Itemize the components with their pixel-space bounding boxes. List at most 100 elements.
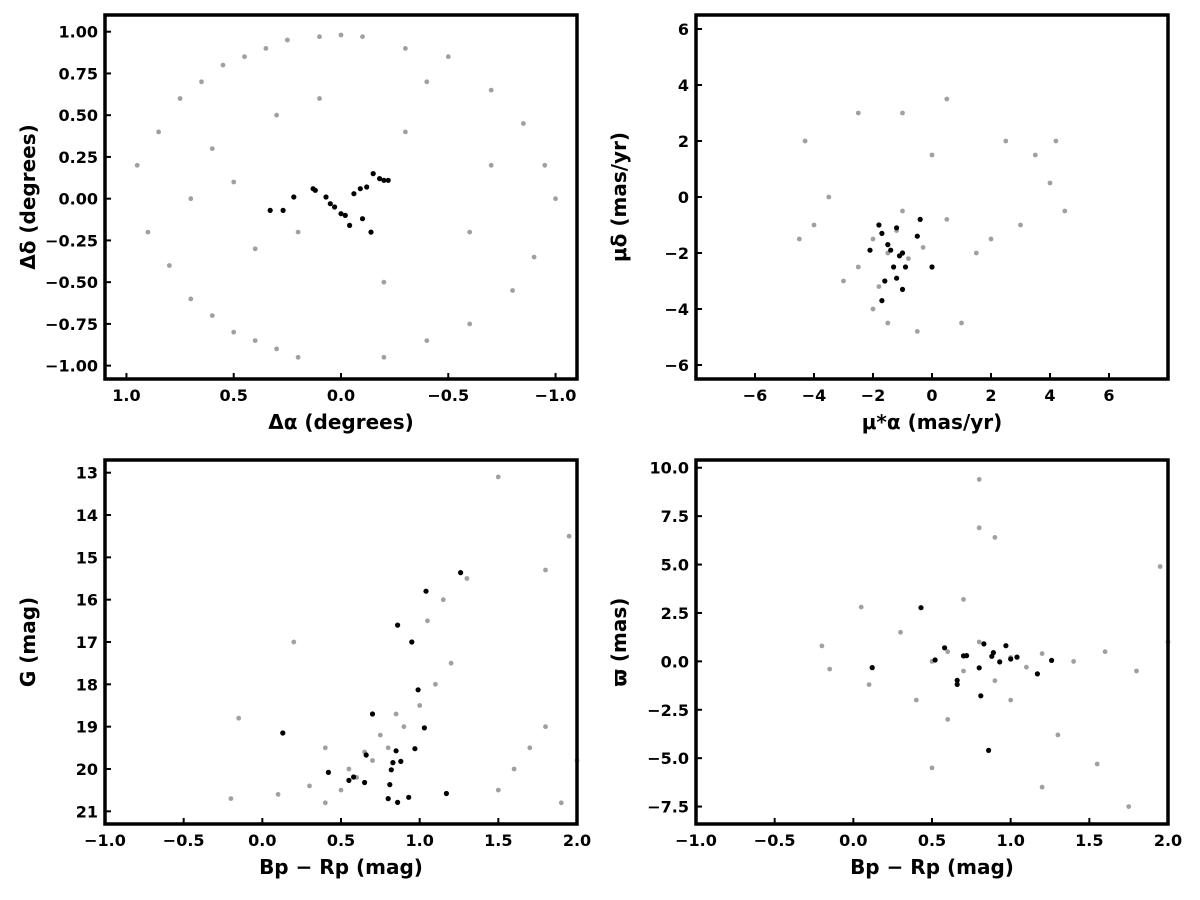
field-point	[802, 138, 808, 144]
member-point	[989, 653, 995, 659]
member-point	[342, 212, 348, 218]
x-tick-label: 0	[926, 386, 937, 405]
field-point	[870, 306, 876, 312]
field-point	[858, 604, 864, 610]
field-point	[876, 284, 882, 289]
member-point	[976, 665, 982, 671]
member-point	[894, 275, 900, 281]
field-point	[511, 766, 517, 772]
member-point	[867, 247, 873, 253]
member-point	[325, 769, 331, 776]
x-tick-label: −0.5	[754, 831, 796, 850]
field-point	[322, 745, 328, 751]
field-point	[338, 787, 344, 793]
member-point	[421, 725, 427, 731]
field-point	[495, 474, 501, 480]
y-tick-label: −0.25	[45, 231, 98, 250]
field-point	[346, 766, 352, 772]
field-point	[263, 46, 269, 51]
member-point	[332, 204, 338, 210]
member-point	[997, 659, 1003, 665]
member-point	[385, 177, 391, 183]
parallax-color-plot: −1.0 −0.5 0.0 0.5 1.0 1.5 2.0 10.0 7.5 5.0 2.5 0.0 −…	[607, 458, 1182, 879]
member-point	[888, 247, 894, 253]
field-point	[209, 146, 215, 152]
member-point	[917, 216, 923, 222]
member-point	[280, 730, 286, 736]
field-point	[464, 576, 470, 581]
x-axis-label: Bp − Rp (mag)	[850, 855, 1014, 879]
field-point	[231, 329, 237, 335]
y-tick-label: −0.75	[45, 315, 98, 334]
field-point	[944, 96, 950, 102]
field-point	[944, 217, 950, 222]
field-point	[945, 717, 951, 722]
field-point	[1024, 664, 1029, 670]
member-point	[398, 758, 404, 765]
field-point	[1102, 649, 1108, 655]
field-point	[495, 787, 501, 793]
field-point	[242, 54, 247, 60]
x-axis-label: Δα (degrees)	[268, 410, 414, 434]
y-tick-label: 0.75	[59, 64, 98, 83]
x-axis-label: μ*α (mas/yr)	[862, 410, 1003, 434]
field-point	[381, 354, 387, 360]
y-tick-label: 17	[76, 633, 98, 652]
x-tick-label: 0.5	[918, 831, 946, 850]
field-point	[510, 288, 515, 293]
field-point	[1008, 697, 1014, 703]
y-tick-label: 7.5	[661, 507, 689, 526]
field-point	[543, 724, 548, 730]
field-point	[1018, 222, 1023, 228]
member-point	[280, 207, 286, 213]
y-tick-label: 6	[678, 20, 689, 39]
member-point	[412, 746, 418, 752]
x-tick-label: 0.0	[327, 386, 355, 405]
x-tick-label: −2	[861, 386, 886, 405]
field-point	[236, 715, 242, 721]
member-point	[395, 799, 401, 806]
member-point	[882, 278, 888, 284]
member-point	[369, 711, 376, 717]
y-tick-label: 21	[76, 802, 98, 821]
field-point	[1094, 761, 1100, 767]
y-tick-label: 0.0	[661, 652, 689, 671]
member-point	[409, 639, 415, 645]
field-point	[231, 179, 237, 185]
member-point	[902, 264, 909, 270]
field-point	[199, 79, 204, 85]
field-point	[900, 208, 905, 214]
member-point	[338, 211, 344, 217]
x-tick-label: 1.0	[996, 831, 1024, 850]
y-tick-label: −1.00	[45, 357, 98, 376]
y-tick-label: 20	[76, 760, 98, 779]
member-point	[368, 229, 374, 235]
field-point	[961, 597, 966, 602]
x-tick-label: −6	[743, 386, 768, 405]
field-point	[827, 666, 833, 672]
field-point	[976, 639, 982, 645]
member-point	[388, 767, 394, 773]
x-axis-label: Bp − Rp (mag)	[259, 855, 423, 879]
field-point	[885, 320, 891, 326]
field-point	[417, 703, 423, 708]
member-point	[929, 264, 935, 270]
y-tick-label: −0.50	[45, 273, 98, 292]
field-point	[228, 796, 234, 801]
field-point	[973, 250, 979, 256]
field-point	[220, 62, 226, 68]
field-point	[274, 346, 279, 352]
field-point	[1126, 804, 1132, 809]
field-point	[1157, 564, 1163, 569]
field-point	[553, 196, 558, 202]
x-tick-label: 0.0	[248, 831, 276, 850]
member-point	[1003, 643, 1009, 649]
member-point	[1049, 657, 1055, 664]
field-point	[531, 254, 537, 260]
y-tick-label: 19	[76, 718, 98, 737]
member-point	[876, 222, 882, 228]
field-point	[488, 87, 494, 93]
field-point	[317, 34, 322, 40]
x-tick-label: 1.0	[112, 386, 140, 405]
field-point	[796, 236, 802, 242]
